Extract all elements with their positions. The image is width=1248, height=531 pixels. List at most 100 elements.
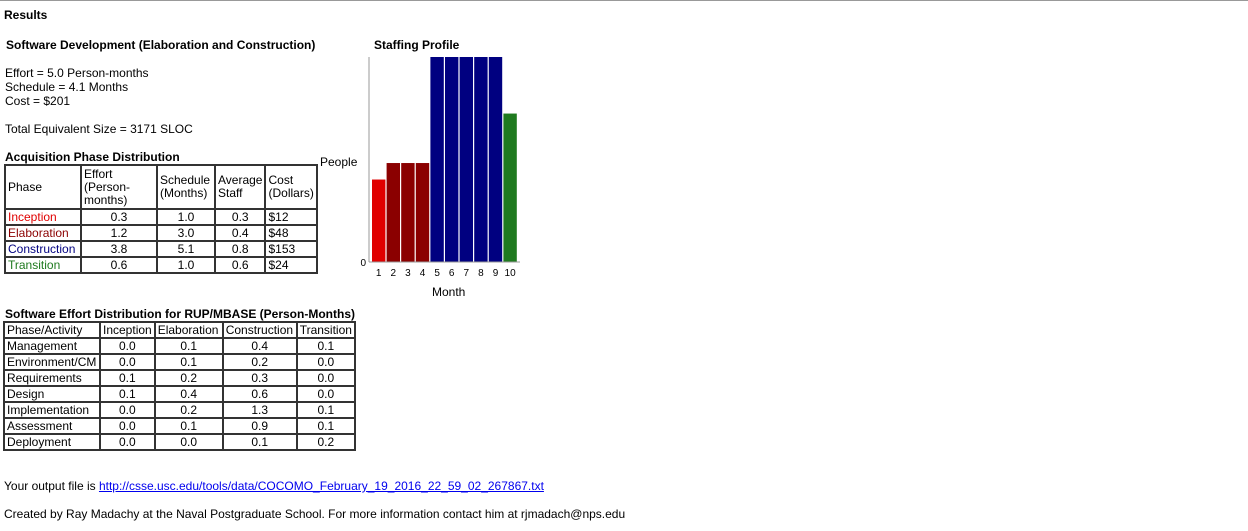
- rup-cell-transition: 0.0: [295, 353, 356, 371]
- acq-row-construction: Construction 3.8 5.1 0.8 $153: [4, 240, 319, 258]
- rup-header-transition: Transition: [295, 321, 356, 339]
- chart-bar: [372, 179, 386, 262]
- rup-cell-construction: 1.3: [221, 401, 298, 419]
- chart-bar: [474, 57, 488, 262]
- rup-cell-elaboration: 0.2: [153, 401, 224, 419]
- acq-cell-schedule: 1.0: [156, 208, 216, 226]
- acq-table-title: Acquisition Phase Distribution: [5, 150, 180, 164]
- chart-bar: [503, 113, 517, 262]
- rup-effort-table: Phase/Activity Inception Elaboration Con…: [3, 321, 356, 451]
- rup-cell-activity: Requirements: [3, 369, 101, 387]
- rup-cell-elaboration: 0.4: [153, 385, 224, 403]
- acq-cell-staff: 0.8: [213, 240, 267, 258]
- rup-row-management: Management 0.0 0.1 0.4 0.1: [3, 337, 356, 355]
- chart-bar: [459, 57, 473, 262]
- cost-summary: Cost = $201: [5, 94, 71, 108]
- acq-cell-cost: $48: [264, 224, 319, 242]
- acq-cell-cost: $12: [264, 208, 319, 226]
- acq-cell-cost: $153: [264, 240, 319, 258]
- acq-cell-cost: $24: [264, 256, 319, 274]
- rup-cell-elaboration: 0.1: [153, 337, 224, 355]
- chart-x-tick-label: 7: [464, 268, 470, 279]
- acq-cell-phase: Elaboration: [4, 224, 82, 242]
- chart-x-tick-label: 1: [376, 268, 382, 279]
- rup-table-title: Software Effort Distribution for RUP/MBA…: [5, 307, 355, 321]
- summary-block: Effort = 5.0 Person-months Schedule = 4.…: [5, 66, 149, 108]
- rup-cell-elaboration: 0.1: [153, 353, 224, 371]
- chart-x-tick-label: 9: [493, 268, 499, 279]
- rup-header-elaboration: Elaboration: [153, 321, 224, 339]
- chart-title: Staffing Profile: [374, 38, 460, 52]
- rup-cell-inception: 0.0: [99, 337, 156, 355]
- top-divider: [0, 0, 1248, 1]
- acq-header-cost: Cost (Dollars): [264, 164, 319, 210]
- acq-cell-schedule: 3.0: [156, 224, 216, 242]
- total-size: Total Equivalent Size = 3171 SLOC: [5, 122, 193, 136]
- rup-cell-transition: 0.2: [295, 433, 356, 451]
- acq-header-row: Phase Effort (Person-months) Schedule (M…: [4, 164, 319, 210]
- rup-cell-construction: 0.6: [221, 385, 298, 403]
- chart-x-tick-label: 10: [505, 268, 517, 279]
- acq-row-inception: Inception 0.3 1.0 0.3 $12: [4, 208, 319, 226]
- rup-cell-inception: 0.0: [99, 433, 156, 451]
- chart-bar: [445, 57, 459, 262]
- chart-x-tick-label: 6: [449, 268, 455, 279]
- chart-bar: [386, 163, 400, 262]
- staffing-profile-chart: 01 2 3 4 5 6 7 8 9 10: [360, 57, 520, 279]
- acq-cell-schedule: 5.1: [156, 240, 216, 258]
- chart-x-tick-label: 2: [391, 268, 397, 279]
- acq-cell-phase: Construction: [4, 240, 82, 258]
- acq-row-transition: Transition 0.6 1.0 0.6 $24: [4, 256, 319, 274]
- acquisition-phase-table: Phase Effort (Person-months) Schedule (M…: [4, 164, 319, 274]
- rup-row-requirements: Requirements 0.1 0.2 0.3 0.0: [3, 369, 356, 387]
- schedule-summary: Schedule = 4.1 Months: [5, 80, 129, 94]
- output-file-link[interactable]: http://csse.usc.edu/tools/data/COCOMO_Fe…: [98, 479, 544, 493]
- page-heading: Results: [4, 8, 48, 22]
- acq-header-schedule: Schedule (Months): [156, 164, 216, 210]
- rup-header-activity: Phase/Activity: [3, 321, 101, 339]
- rup-row-deployment: Deployment 0.0 0.0 0.1 0.2: [3, 433, 356, 451]
- rup-cell-activity: Design: [3, 385, 101, 403]
- rup-cell-construction: 0.3: [221, 369, 298, 387]
- rup-cell-construction: 0.2: [221, 353, 298, 371]
- chart-bar: [401, 163, 415, 262]
- rup-cell-transition: 0.1: [295, 401, 356, 419]
- rup-cell-construction: 0.4: [221, 337, 298, 355]
- chart-bar: [430, 57, 444, 262]
- credit-line: Created by Ray Madachy at the Naval Post…: [4, 507, 626, 521]
- rup-cell-activity: Management: [3, 337, 101, 355]
- acq-cell-staff: 0.3: [213, 208, 267, 226]
- acq-cell-staff: 0.4: [213, 224, 267, 242]
- rup-cell-construction: 0.9: [221, 417, 298, 435]
- acq-cell-schedule: 1.0: [156, 256, 216, 274]
- rup-cell-transition: 0.0: [295, 369, 356, 387]
- chart-x-tick-label: 3: [405, 268, 411, 279]
- rup-cell-inception: 0.0: [99, 353, 156, 371]
- rup-row-design: Design 0.1 0.4 0.6 0.0: [3, 385, 356, 403]
- acq-header-staff: Average Staff: [213, 164, 267, 210]
- rup-cell-activity: Implementation: [3, 401, 101, 419]
- chart-bar: [415, 163, 430, 262]
- effort-summary: Effort = 5.0 Person-months: [5, 66, 149, 80]
- rup-cell-inception: 0.0: [99, 401, 156, 419]
- rup-row-assessment: Assessment 0.0 0.1 0.9 0.1: [3, 417, 356, 435]
- acq-header-effort: Effort (Person-months): [80, 164, 158, 210]
- chart-x-tick-label: 5: [434, 268, 440, 279]
- rup-cell-inception: 0.1: [99, 385, 156, 403]
- acq-cell-staff: 0.6: [213, 256, 267, 274]
- rup-cell-elaboration: 0.2: [153, 369, 224, 387]
- acq-cell-effort: 1.2: [80, 224, 158, 242]
- rup-cell-construction: 0.1: [221, 433, 298, 451]
- acq-cell-effort: 3.8: [80, 240, 158, 258]
- rup-cell-inception: 0.0: [99, 417, 156, 435]
- chart-bar: [488, 57, 503, 262]
- chart-x-label: Month: [432, 285, 466, 299]
- rup-cell-inception: 0.1: [99, 369, 156, 387]
- chart-y-tick-label: 0: [360, 258, 366, 269]
- rup-cell-activity: Environment/CM: [3, 353, 101, 371]
- rup-cell-transition: 0.1: [295, 417, 356, 435]
- acq-header-phase: Phase: [4, 164, 82, 210]
- chart-x-tick-label: 8: [478, 268, 484, 279]
- rup-cell-activity: Assessment: [3, 417, 101, 435]
- acq-cell-phase: Transition: [4, 256, 82, 274]
